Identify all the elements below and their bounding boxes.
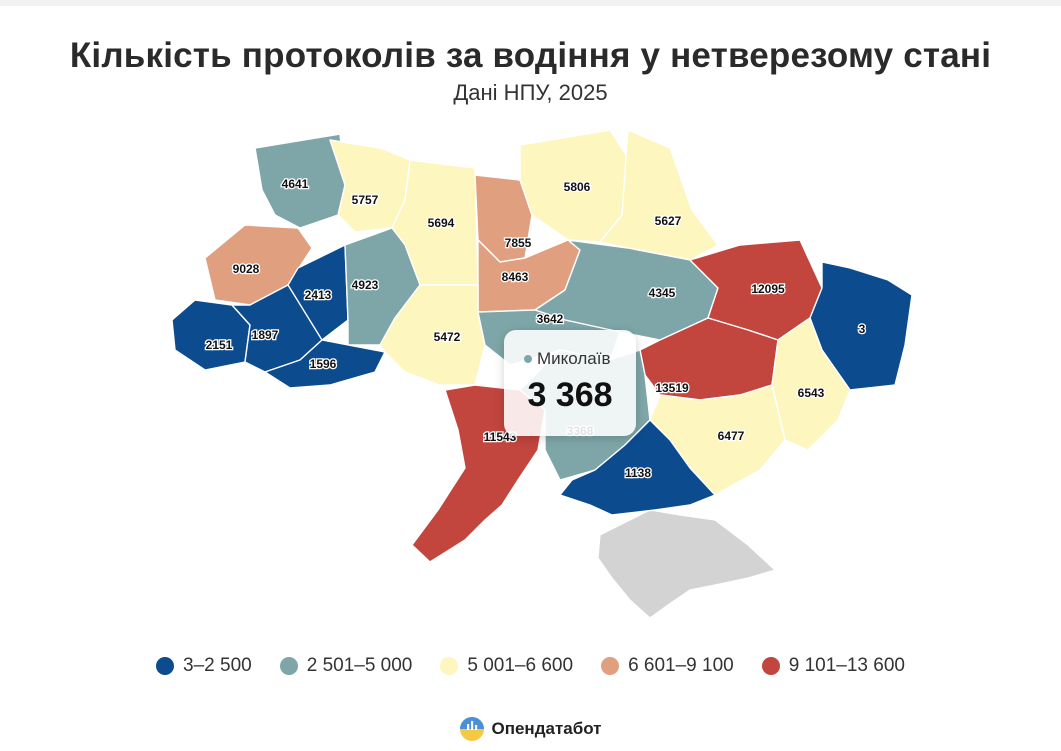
legend-label: 6 601–9 100 <box>628 655 734 676</box>
legend-swatch <box>440 657 459 675</box>
map-subtitle: Дані НПУ, 2025 <box>453 80 608 105</box>
region-label-donetsk: 6543 <box>798 386 825 400</box>
region-label-ternopil: 2413 <box>305 288 332 302</box>
region-label-poltava: 8463 <box>502 270 529 284</box>
region-label-dnipropetrovsk: 13519 <box>655 381 689 395</box>
region-label-kyiv-oblast: 7855 <box>505 236 532 250</box>
region-label-zhytomyr: 5694 <box>428 216 455 230</box>
region-label-luhansk: 3 <box>859 322 866 336</box>
opendatabot-logo-icon <box>460 717 485 741</box>
region-label-chernihiv: 5806 <box>564 180 591 194</box>
brand-name: Опендатабот <box>491 719 602 738</box>
brand-footer: Опендатабот <box>0 716 1061 742</box>
region-kherson[interactable] <box>559 419 716 516</box>
legend-label: 2 501–5 000 <box>306 655 413 676</box>
region-label-kharkiv: 12095 <box>751 282 785 296</box>
region-label-zaporizhzhia: 6477 <box>718 429 745 443</box>
tooltip-region-name: Миколаїв <box>537 349 611 368</box>
region-luhansk[interactable] <box>809 261 913 391</box>
legend-item[interactable]: 9 101–13 600 <box>761 655 905 677</box>
region-label-vinnytsia: 5472 <box>434 330 461 344</box>
crimea-region <box>597 509 777 619</box>
region-label-chernivtsi: 1596 <box>310 357 337 371</box>
legend-item[interactable]: 6 601–9 100 <box>601 655 734 677</box>
region-label-khmelnytskyi: 4923 <box>352 278 379 292</box>
legend-label: 5 001–6 600 <box>467 655 574 676</box>
region-label-rivne: 5757 <box>352 193 379 207</box>
region-label-kharkiv-poltava-area: 4345 <box>649 286 676 300</box>
legend-item[interactable]: 5 001–6 600 <box>440 655 573 677</box>
region-label-lviv: 9028 <box>233 262 260 276</box>
legend-label: 3–2 500 <box>183 655 252 676</box>
region-label-volyn: 4641 <box>282 177 309 191</box>
legend-swatch <box>279 657 298 675</box>
region-kharkiv-poltava-area[interactable] <box>534 239 719 341</box>
legend-swatch <box>156 657 175 675</box>
legend: 3–2 500 2 501–5 000 5 001–6 600 6 601–9 100… <box>0 655 1061 677</box>
top-strip <box>0 0 1061 6</box>
region-label-cherkasy-kirovohrad: 3642 <box>537 312 564 326</box>
tooltip-value: 3 368 <box>527 376 613 414</box>
region-label-ivano-frankivsk: 1897 <box>252 328 279 342</box>
legend-label: 9 101–13 600 <box>788 655 905 676</box>
legend-swatch <box>601 657 620 675</box>
region-label-zakarpattia: 2151 <box>206 338 233 352</box>
legend-item[interactable]: 3–2 500 <box>156 655 252 677</box>
legend-item[interactable]: 2 501–5 000 <box>279 655 413 677</box>
tooltip-color-dot <box>524 355 532 363</box>
region-label-kherson: 1138 <box>625 466 651 480</box>
region-tooltip: Миколаїв 3 368 <box>504 330 636 436</box>
map-title: Кількість протоколів за водіння у нетвер… <box>69 36 992 75</box>
region-label-sumy: 5627 <box>655 214 682 228</box>
legend-swatch <box>761 657 780 675</box>
